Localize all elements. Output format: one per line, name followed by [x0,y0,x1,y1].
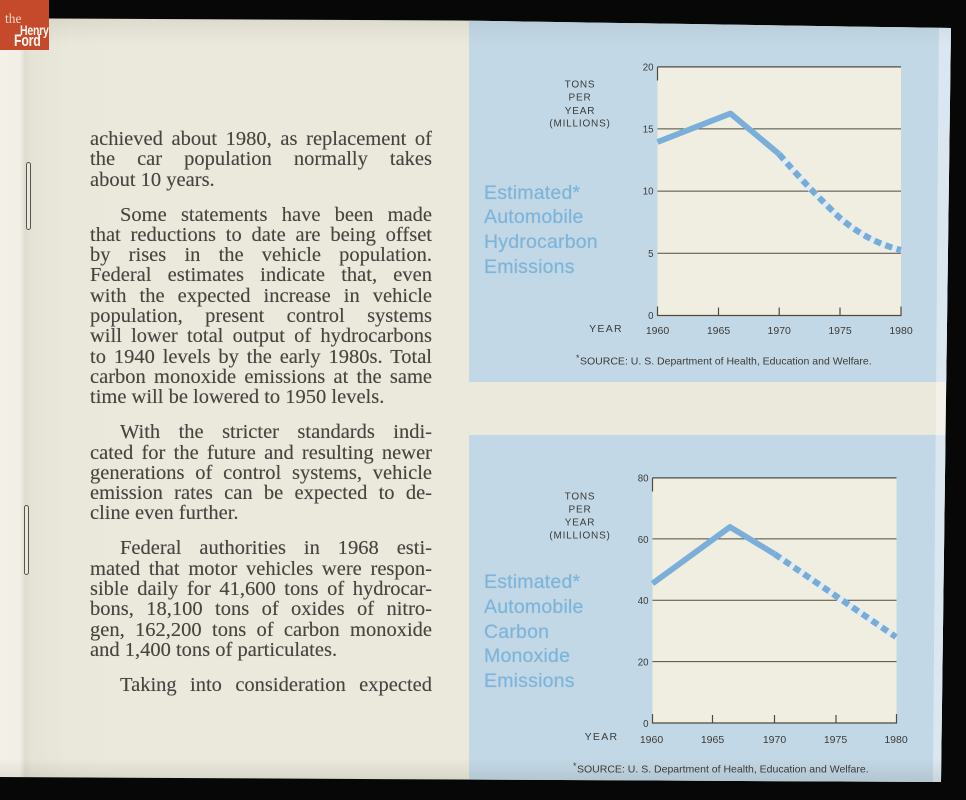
svg-text:*SOURCE: U. S. Department of H: *SOURCE: U. S. Department of Health, Edu… [576,353,872,368]
svg-text:40: 40 [638,596,649,607]
svg-text:YEAR: YEAR [589,323,623,335]
svg-text:PER: PER [569,93,592,104]
svg-text:10: 10 [643,187,654,198]
svg-text:1980: 1980 [889,325,913,337]
svg-text:YEAR: YEAR [565,106,595,117]
svg-text:PER: PER [569,505,592,516]
svg-text:80: 80 [638,473,649,484]
svg-text:1970: 1970 [763,734,787,746]
svg-text:20: 20 [643,62,654,73]
svg-text:1965: 1965 [701,734,725,746]
svg-text:5: 5 [648,249,653,260]
svg-text:TONS: TONS [565,492,596,503]
svg-text:TONS: TONS [565,80,596,91]
svg-text:*SOURCE: U. S. Department of H: *SOURCE: U. S. Department of Health, Edu… [573,761,869,776]
svg-text:20: 20 [638,658,649,669]
svg-text:(MILLIONS): (MILLIONS) [549,118,610,129]
svg-text:1960: 1960 [640,734,664,746]
svg-text:(MILLIONS): (MILLIONS) [549,530,610,541]
svg-text:60: 60 [638,535,649,546]
svg-text:1975: 1975 [824,734,848,746]
svg-text:1975: 1975 [828,325,852,337]
svg-text:0: 0 [643,719,649,730]
svg-text:1980: 1980 [884,734,908,746]
svg-text:1960: 1960 [646,325,670,337]
svg-text:15: 15 [643,124,654,135]
svg-text:1965: 1965 [707,325,731,337]
svg-text:YEAR: YEAR [585,731,619,743]
svg-text:0: 0 [648,311,654,322]
svg-text:YEAR: YEAR [565,518,595,529]
svg-text:1970: 1970 [768,325,792,337]
